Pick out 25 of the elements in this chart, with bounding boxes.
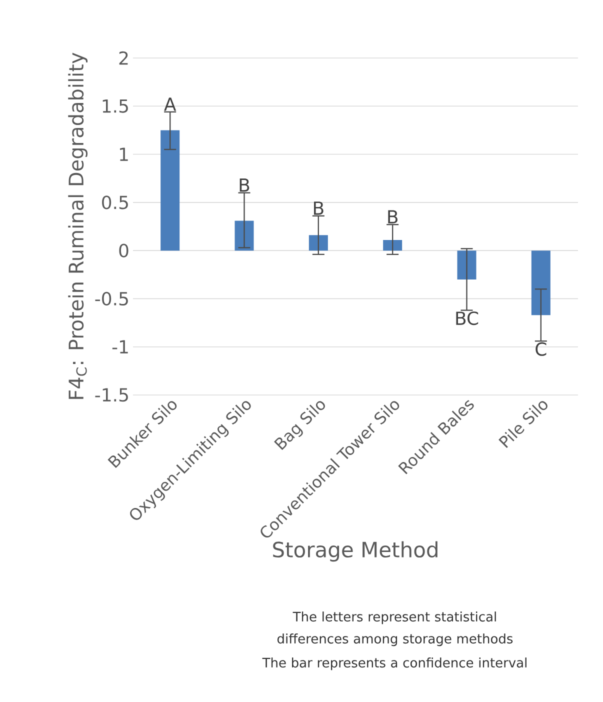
annotation: B <box>314 202 324 215</box>
bar <box>531 250 550 316</box>
bar <box>383 240 402 251</box>
y-tick-label: -1 <box>112 340 128 354</box>
y-tick-label: 0.5 <box>102 196 128 210</box>
x-tick-label: Bag Silo <box>274 401 325 450</box>
y-tick-label: -0.5 <box>95 292 128 306</box>
annotation: B <box>388 210 398 224</box>
bar <box>160 130 180 251</box>
annotation: BC <box>456 311 478 326</box>
x-axis-title: Storage Method <box>273 541 438 562</box>
text: The letters represent statistical differences among storage methods <box>277 612 513 646</box>
bar <box>308 235 328 251</box>
y-tick-label: 1.5 <box>102 99 128 113</box>
annotation: B <box>240 178 250 192</box>
y-tick-label: 1 <box>120 148 128 161</box>
y-axis-title: F4$_{C}$: Protein Ruminal Degradability <box>68 52 88 399</box>
bar <box>457 250 476 280</box>
x-tick-label: Pile Silo <box>498 401 548 448</box>
text: The bar represents a confidence interval <box>262 658 526 670</box>
y-tick-label: 0 <box>119 244 128 258</box>
y-tick-label: -1.5 <box>95 388 128 402</box>
annotation: C <box>536 342 546 356</box>
y-tick-label: 2 <box>119 51 128 65</box>
annotation: A <box>164 98 176 111</box>
